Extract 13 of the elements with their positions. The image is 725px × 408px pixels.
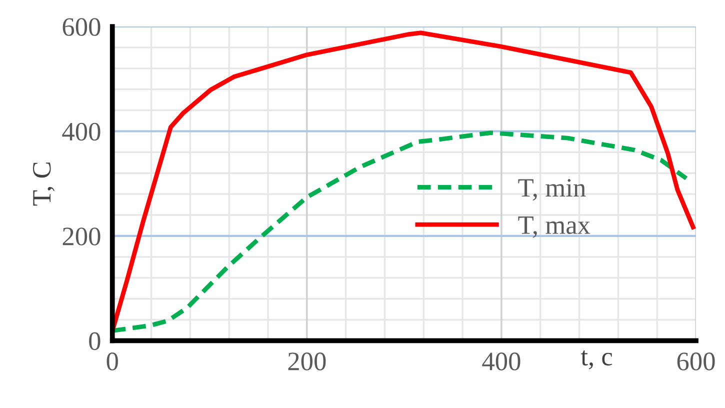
y-tick-label: 0 [89, 332, 100, 350]
x-tick-label: 400 [482, 352, 520, 370]
x-tick-label: 200 [288, 352, 326, 370]
x-axis-title: t, c [580, 350, 612, 370]
legend-label: T, max [518, 216, 590, 238]
x-tick-label: 600 [677, 352, 715, 370]
line-series [112, 130, 688, 333]
legend-label: T, min [518, 179, 586, 201]
y-tick-label: 400 [62, 122, 100, 141]
y-axis-title: T, C [33, 162, 55, 206]
x-tick-label: 0 [106, 352, 118, 370]
y-tick-label: 600 [62, 18, 100, 36]
y-tick-label: 200 [62, 228, 100, 246]
